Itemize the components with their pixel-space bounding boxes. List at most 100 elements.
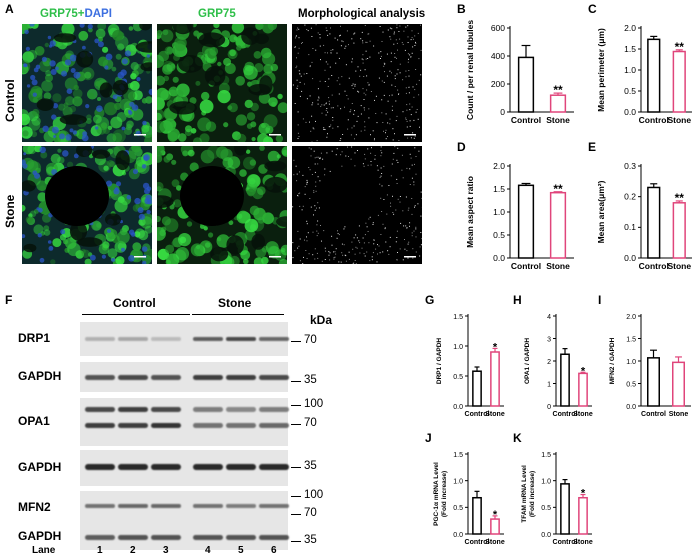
blot-band: [85, 464, 115, 470]
x-tick-label: Stone: [546, 115, 570, 125]
y-axis-label: PGC-1α mRNA Level: [433, 462, 440, 526]
y-tick-label: 1.5: [624, 44, 636, 54]
blot-band: [118, 406, 148, 412]
group-line-control: [82, 314, 190, 315]
blot-band: [226, 374, 256, 380]
y-axis-label: Mean aspect ratio: [465, 176, 475, 248]
blot-band: [85, 504, 115, 508]
bar-stone: [549, 94, 567, 113]
y-tick-label: 1.5: [493, 184, 505, 194]
blot-band: [226, 406, 256, 412]
panel-label-e: E: [588, 140, 597, 154]
blot-band: [151, 337, 181, 341]
y-tick-label: 0.5: [453, 374, 463, 381]
significance-marker: **: [675, 40, 685, 54]
y-tick-label: 4: [547, 314, 551, 321]
panel-label-k: K: [513, 431, 522, 445]
panel-label-h: H: [513, 293, 522, 307]
significance-marker: *: [581, 488, 586, 500]
x-tick-label: Control: [641, 411, 666, 418]
y-tick-label: 0.0: [624, 253, 636, 263]
blot-protein-label: GAPDH: [18, 369, 62, 383]
x-tick-label: Stone: [546, 261, 570, 271]
y-axis-label: Mean perimeter (μm): [596, 28, 606, 112]
kda-marker-label: 100: [304, 489, 324, 501]
blot-band: [193, 406, 223, 412]
blot-protein-label: MFN2: [18, 500, 51, 514]
bar-control: [560, 353, 570, 407]
bar-control: [647, 38, 661, 113]
bar-control: [517, 56, 535, 113]
x-tick-label: Control: [639, 261, 669, 271]
bar-chart-e: Mean area(μm²) 0.0 0.1 0.2 0.3 Control ** Stone: [596, 161, 692, 271]
significance-marker: *: [493, 509, 498, 521]
kda-marker-tick: [291, 467, 301, 468]
row-header-control: Control: [3, 79, 17, 122]
bar-stone: [490, 351, 500, 407]
blot-protein-label: GAPDH: [18, 529, 62, 543]
bar-stone: [672, 361, 685, 407]
blot-band: [193, 337, 223, 341]
x-tick-label: Control: [511, 261, 541, 271]
y-tick-label: 0.0: [493, 253, 505, 263]
blot-band: [118, 504, 148, 508]
blot-strip: [80, 398, 288, 446]
y-tick-label: 0.5: [541, 505, 551, 512]
bar-chart-d: Mean aspect ratio 0.0 0.5 1.0 1.5 2.0 Control *…: [465, 161, 574, 271]
lane-number: 1: [97, 545, 103, 556]
y-tick-label: 1.0: [453, 478, 463, 485]
lane-number: 5: [238, 545, 244, 556]
bar-chart-b: Count / per renal tubules 0 200 400 600 Contr…: [465, 20, 574, 125]
lane-number: 2: [130, 545, 136, 556]
image-control-grp75: [157, 24, 287, 142]
blot-band: [259, 464, 289, 470]
y-axis-label: TFAM mRNA Level: [521, 465, 528, 523]
y-tick-label: 0.3: [624, 161, 636, 171]
x-tick-label: Control: [639, 115, 669, 125]
y-tick-label: 0.5: [493, 230, 505, 240]
col-header-morphology: Morphological analysis: [298, 8, 426, 20]
blot-band: [226, 422, 256, 428]
y-axis-label-sub: (Fold increase): [529, 471, 536, 517]
x-tick-label: Stone: [485, 539, 505, 546]
blot-band: [85, 337, 115, 341]
y-tick-label: 0.1: [624, 222, 636, 232]
col-header-merge-dapi: DAPI: [84, 8, 112, 20]
kda-marker-tick: [291, 541, 301, 542]
blot-band: [226, 464, 256, 470]
y-tick-label: 1.5: [541, 452, 551, 459]
bar-control: [472, 496, 482, 535]
y-tick-label: 0.0: [626, 404, 636, 411]
bar-control: [472, 370, 482, 407]
image-stone-merge: [22, 146, 152, 264]
y-tick-label: 1.0: [453, 344, 463, 351]
y-tick-label: 2.0: [493, 161, 505, 171]
x-tick-label: Control: [511, 115, 541, 125]
bar-control: [647, 186, 661, 259]
kda-marker-label: 100: [304, 398, 324, 410]
lane-number: 4: [205, 545, 211, 556]
panel-label-f: F: [5, 293, 13, 307]
y-axis-label: MFN2 / GAPDH: [609, 337, 616, 384]
blot-band: [85, 534, 115, 540]
blot-band: [151, 422, 181, 428]
bar-chart-h: OPA1 / GAPDH 0 1 2 3 4 Control * Stone: [524, 314, 593, 418]
x-tick-label: Stone: [667, 115, 691, 125]
y-tick-label: 1.0: [493, 207, 505, 217]
lane-label: Lane: [32, 545, 56, 556]
blot-band: [151, 464, 181, 470]
panel-label-d: D: [457, 140, 466, 154]
y-tick-label: 1.0: [541, 478, 551, 485]
bar-chart-i: MFN2 / GAPDH 0.0 0.5 1.0 1.5 2.0 Control Stone: [609, 314, 691, 418]
blot-band: [193, 534, 223, 540]
kda-marker-tick: [291, 341, 301, 342]
kda-marker-label: 35: [304, 534, 317, 546]
image-control-morphology: [292, 24, 422, 142]
x-tick-label: Control: [553, 411, 578, 418]
blot-band: [193, 422, 223, 428]
blot-band: [85, 374, 115, 380]
y-tick-label: 3: [547, 336, 551, 343]
significance-marker: *: [493, 341, 498, 353]
panel-label-b: B: [457, 2, 466, 16]
y-tick-label: 1.0: [624, 65, 636, 75]
